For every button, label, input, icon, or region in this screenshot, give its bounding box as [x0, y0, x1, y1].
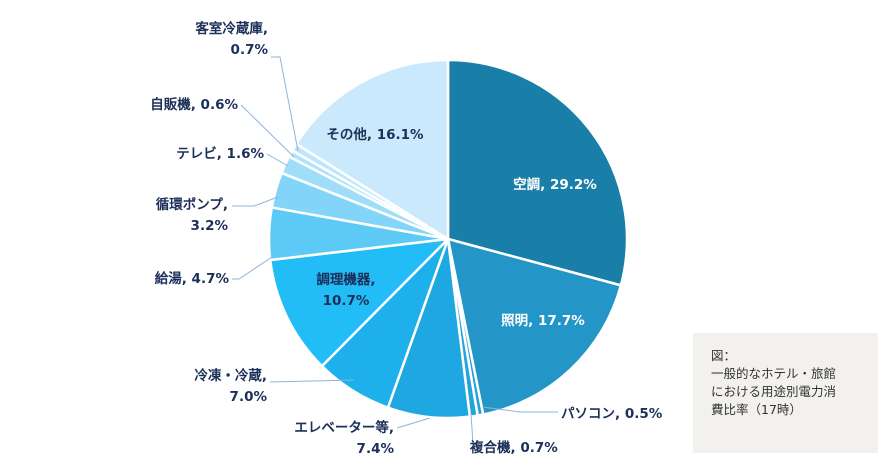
- figure-caption: 図： 一般的なホテル・旅館 における用途別電力消 費比率（17時）: [693, 333, 878, 453]
- caption-line: 図：: [711, 348, 737, 363]
- slice-label-調理機器: 調理機器, 10.7%: [316, 271, 375, 309]
- leader-line: [396, 417, 431, 429]
- caption-line: 一般的なホテル・旅館: [711, 366, 837, 381]
- slice-label-エレベーター等: エレベーター等, 7.4%: [294, 419, 394, 457]
- leader-line: [481, 406, 558, 413]
- slice-label-自販機: 自販機, 0.6%: [150, 96, 238, 113]
- pie-slice-調理機器: [268, 237, 450, 368]
- leader-line: [271, 56, 299, 152]
- leader-line: [470, 412, 474, 446]
- pie-slice-空調: [446, 58, 629, 287]
- pie-slice-その他: [295, 58, 450, 241]
- slice-label-テレビ: テレビ, 1.6%: [176, 146, 264, 162]
- leader-line: [232, 196, 279, 207]
- slice-label-空調: 空調, 29.2%: [513, 176, 597, 193]
- slice-label-パソコン: パソコン, 0.5%: [561, 406, 663, 422]
- leader-line: [232, 256, 273, 280]
- caption-line: における用途別電力消: [711, 384, 837, 399]
- caption-line: 費比率（17時）: [711, 402, 802, 417]
- slice-label-冷凍・冷蔵: 冷凍・冷蔵, 7.0%: [194, 367, 267, 405]
- leader-line: [266, 153, 289, 167]
- slice-label-給湯: 給湯, 4.7%: [155, 270, 230, 287]
- leader-line: [240, 104, 295, 158]
- slice-label-照明: 照明, 17.7%: [501, 313, 585, 329]
- slice-label-循環ポンプ: 循環ポンプ, 3.2%: [156, 196, 229, 234]
- slice-label-複合機: 複合機, 0.7%: [469, 439, 558, 456]
- slice-label-客室冷蔵庫: 客室冷蔵庫, 0.7%: [194, 20, 268, 58]
- slice-label-その他: その他, 16.1%: [326, 126, 424, 143]
- leader-line: [269, 379, 355, 383]
